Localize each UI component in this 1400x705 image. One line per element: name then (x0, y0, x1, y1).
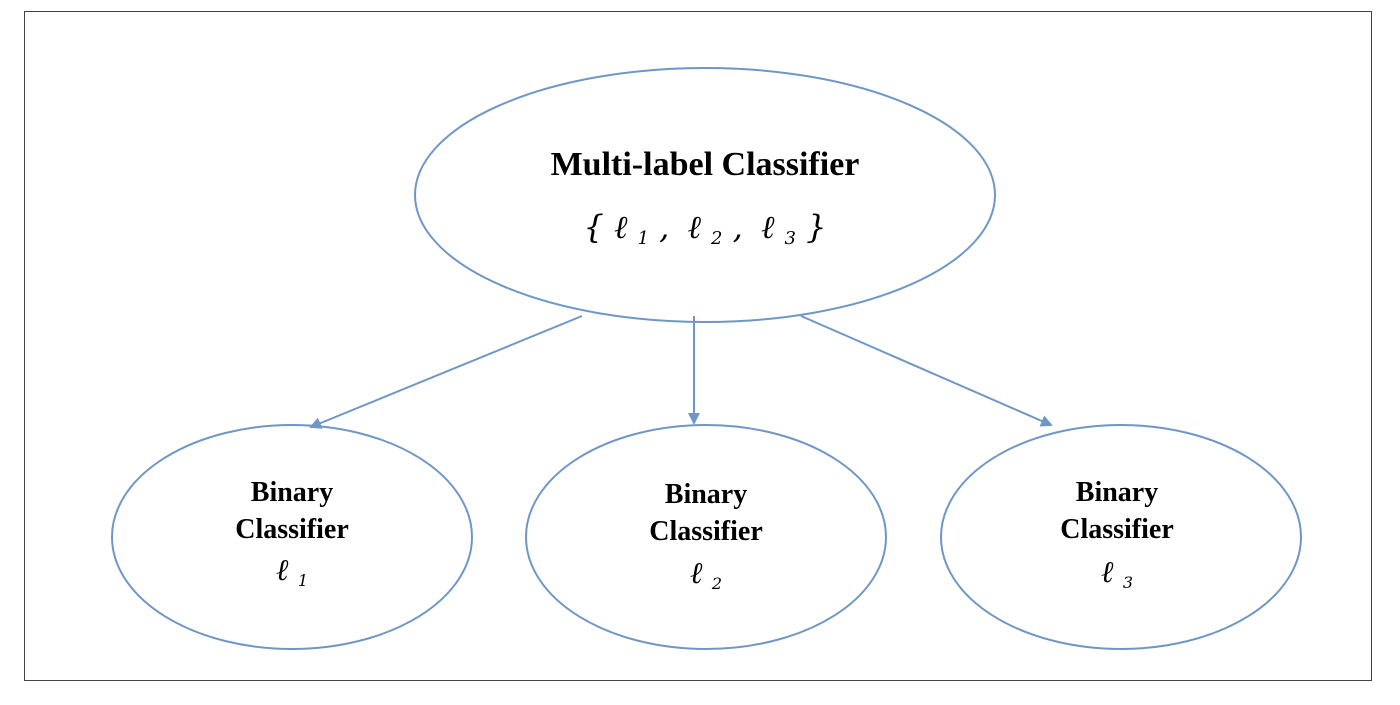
arrow-to-binary-classifier-1 (309, 315, 583, 429)
binary-classifier-node-2 (525, 424, 887, 650)
root-node-ellipse (414, 67, 996, 323)
label-symbol: ℓ (276, 553, 289, 588)
binary-classifier-title-line2: Classifier (649, 516, 763, 547)
label-separator: , (659, 208, 669, 246)
label-symbol: ℓ (690, 556, 703, 591)
binary-classifier-title-line1: Binary (1076, 477, 1158, 508)
binary-classifier-title-line2: Classifier (235, 514, 349, 545)
label-subscript: 3 (784, 228, 795, 249)
label-subscript: 2 (710, 228, 722, 249)
binary-classifier-node-3 (940, 424, 1302, 650)
binary-classifier-title-line2: Classifier (1060, 514, 1174, 545)
label-symbol: ℓ (1101, 555, 1114, 590)
close-brace: } (806, 208, 826, 246)
binary-classifier-title-line1: Binary (251, 477, 333, 508)
label-symbol: ℓ (688, 208, 702, 246)
label-subscript: 2 (711, 574, 722, 593)
label-subscript: 1 (638, 228, 649, 249)
label-subscript: 3 (1123, 573, 1133, 592)
root-node-title: Multi-label Classifier (551, 146, 860, 183)
label-separator: , (733, 208, 743, 246)
label-subscript: 1 (298, 571, 308, 590)
binary-classifier-title-line1: Binary (665, 479, 747, 510)
binary-classifier-label: ℓ 1 (276, 553, 308, 590)
open-brace: { (584, 208, 604, 246)
binary-classifier-node-1 (111, 424, 473, 650)
label-symbol: ℓ (614, 208, 628, 246)
label-symbol: ℓ (761, 208, 775, 246)
binary-classifier-label: ℓ 3 (1101, 555, 1133, 592)
diagram-frame (24, 11, 1372, 681)
root-node-label-set: { ℓ 1 , ℓ 2 , ℓ 3 } (584, 208, 827, 252)
arrow-to-binary-classifier-3 (800, 315, 1053, 427)
binary-classifier-label: ℓ 2 (690, 556, 722, 593)
